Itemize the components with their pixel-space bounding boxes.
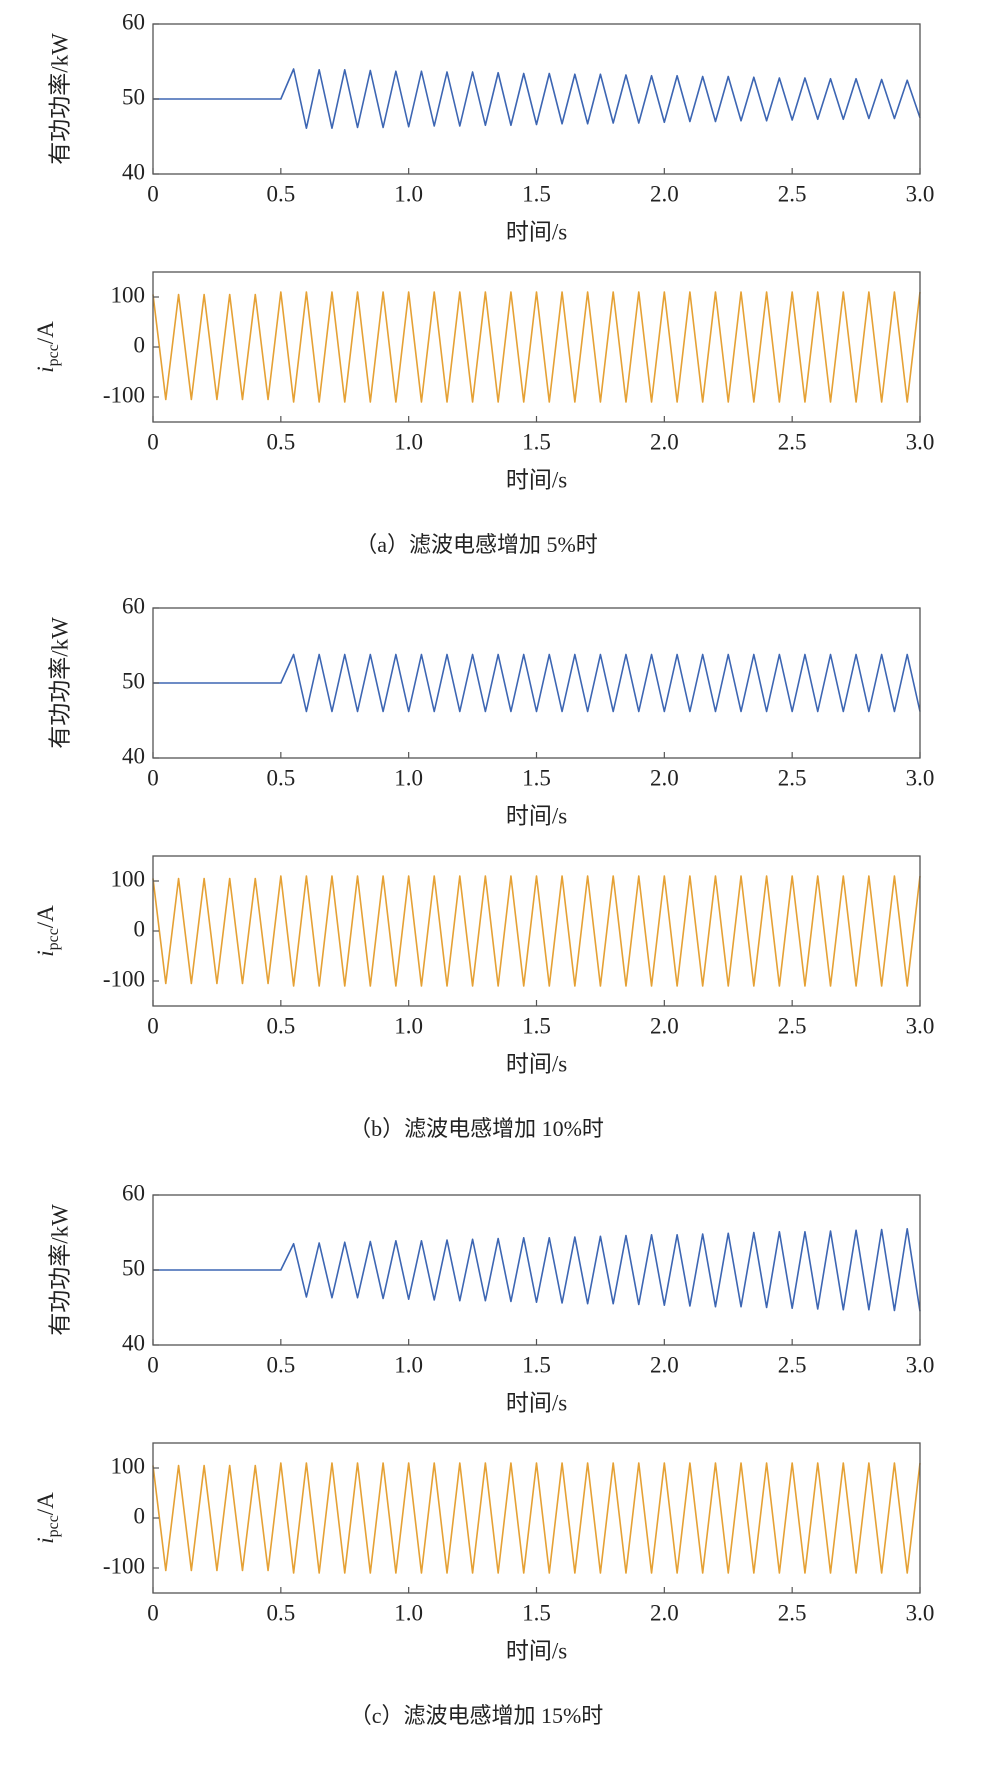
y-tick-label: 50 [122,84,145,109]
y-axis-label: 有功功率/kW [47,617,72,749]
y-axis-label: 有功功率/kW [47,33,72,165]
x-tick-label: 1.0 [394,765,423,790]
y-axis-label: ipcc/A [33,321,61,373]
x-tick-label: 2.0 [650,1600,679,1625]
x-tick-label: 2.5 [778,1600,807,1625]
y-tick-label: 100 [111,866,146,891]
x-tick-label: 1.5 [522,429,551,454]
x-tick-label: 3.0 [906,1352,935,1377]
x-tick-label: 2.0 [650,1352,679,1377]
x-axis-label: 时间/s [506,803,567,828]
y-label-subscript: pcc [45,1515,62,1537]
y-tick-label: 0 [134,1503,146,1528]
x-tick-label: 3.0 [906,1600,935,1625]
x-tick-label: 2.5 [778,181,807,206]
y-tick-label: 40 [122,743,145,768]
y-tick-label: 40 [122,159,145,184]
data-line [153,68,921,130]
x-tick-label: 0 [147,1013,159,1038]
x-tick-label: 0.5 [266,181,295,206]
x-tick-label: 1.0 [394,1352,423,1377]
x-tick-label: 1.5 [522,1600,551,1625]
y-tick-label: -100 [103,966,145,991]
y-label-symbol: i [33,1537,58,1543]
y-label-unit: /A [33,1492,58,1515]
caption: （c）滤波电感增加 15%时 [350,1703,604,1728]
y-tick-label: -100 [103,382,145,407]
x-tick-label: 1.0 [394,1013,423,1038]
x-tick-label: 2.5 [778,429,807,454]
data-line [152,875,921,987]
y-label-subscript: pcc [45,928,62,950]
caption: （b）滤波电感增加 10%时 [349,1116,604,1141]
x-tick-label: 2.5 [778,765,807,790]
x-tick-label: 3.0 [906,429,935,454]
y-label-subscript: pcc [45,344,62,366]
caption: （a）滤波电感增加 5%时 [355,532,598,557]
x-tick-label: 2.0 [650,1013,679,1038]
x-tick-label: 2.0 [650,765,679,790]
data-line [153,653,921,713]
y-tick-label: 50 [122,1255,145,1280]
y-tick-label: 50 [122,668,145,693]
x-tick-label: 3.0 [906,1013,935,1038]
y-tick-label: 100 [111,1453,146,1478]
y-axis-label: ipcc/A [33,905,61,957]
data-line [153,1227,921,1312]
x-tick-label: 1.0 [394,1600,423,1625]
y-tick-label: 60 [122,1180,145,1205]
x-axis-label: 时间/s [506,1051,567,1076]
y-label-unit: /A [33,905,58,928]
x-axis-label: 时间/s [506,219,567,244]
x-tick-label: 1.5 [522,1013,551,1038]
x-axis-label: 时间/s [506,467,567,492]
x-tick-label: 1.0 [394,429,423,454]
x-tick-label: 3.0 [906,765,935,790]
y-label-symbol: i [33,950,58,956]
y-axis-label: ipcc/A [33,1492,61,1544]
y-tick-label: 0 [134,332,146,357]
x-tick-label: 0 [147,1600,159,1625]
data-line [152,1462,921,1574]
y-label-symbol: i [33,366,58,372]
x-tick-label: 0 [147,429,159,454]
y-label-unit: /A [33,321,58,344]
x-axis-label: 时间/s [506,1390,567,1415]
x-tick-label: 1.5 [522,765,551,790]
x-tick-label: 0 [147,181,159,206]
data-line [152,291,921,403]
x-tick-label: 0 [147,1352,159,1377]
y-tick-label: 60 [122,593,145,618]
y-tick-label: 0 [134,916,146,941]
x-tick-label: 0.5 [266,765,295,790]
x-tick-label: 2.0 [650,429,679,454]
x-tick-label: 0.5 [266,1013,295,1038]
x-tick-label: 2.0 [650,181,679,206]
x-tick-label: 0.5 [266,1600,295,1625]
x-tick-label: 1.0 [394,181,423,206]
x-tick-label: 1.5 [522,181,551,206]
y-tick-label: 40 [122,1330,145,1355]
x-tick-label: 0.5 [266,1352,295,1377]
x-tick-label: 2.5 [778,1013,807,1038]
y-tick-label: 100 [111,282,146,307]
y-axis-label: 有功功率/kW [47,1204,72,1336]
y-tick-label: -100 [103,1553,145,1578]
x-axis-label: 时间/s [506,1638,567,1663]
x-tick-label: 0.5 [266,429,295,454]
x-tick-label: 2.5 [778,1352,807,1377]
x-tick-label: 3.0 [906,181,935,206]
y-tick-label: 60 [122,9,145,34]
x-tick-label: 1.5 [522,1352,551,1377]
x-tick-label: 0 [147,765,159,790]
